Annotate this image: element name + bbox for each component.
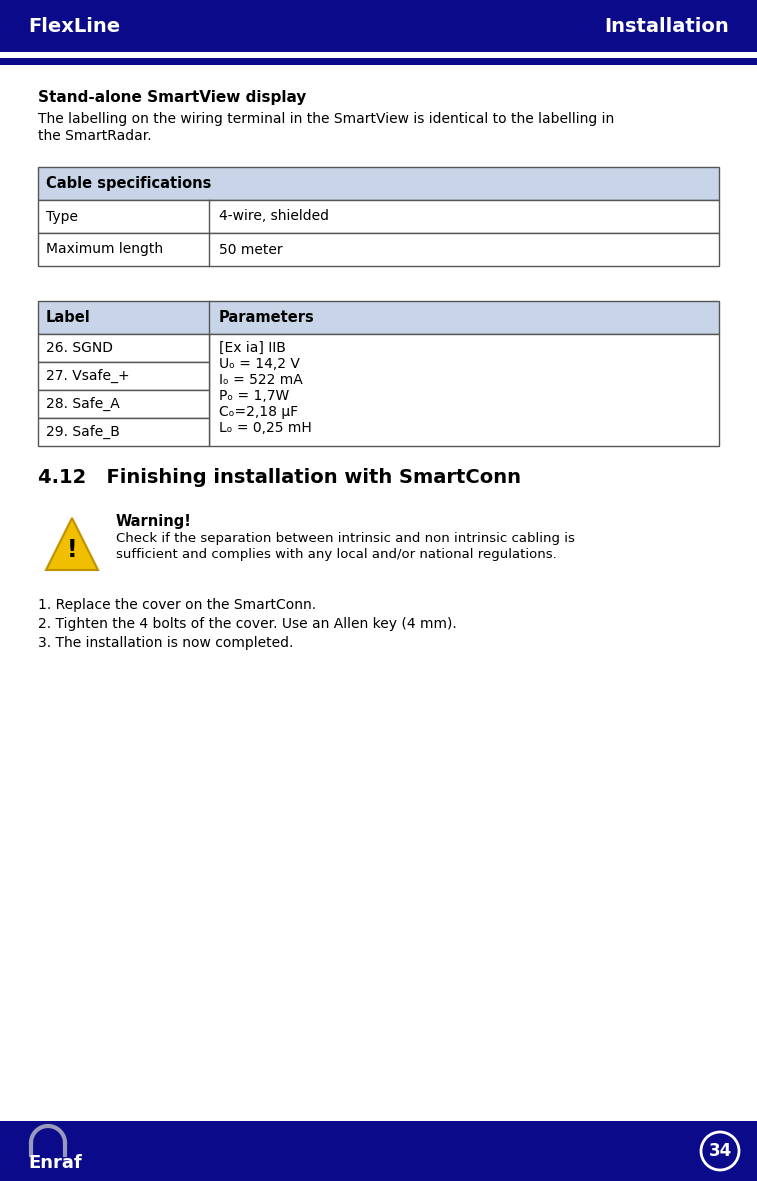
- Text: Cable specifications: Cable specifications: [46, 176, 211, 191]
- Text: Installation: Installation: [604, 17, 729, 35]
- Bar: [38, 390, 209, 418]
- Text: !: !: [67, 539, 77, 562]
- Text: the SmartRadar.: the SmartRadar.: [38, 129, 151, 143]
- Text: 26. SGND: 26. SGND: [46, 341, 113, 355]
- Text: Parameters: Parameters: [219, 309, 315, 325]
- Text: Uₒ = 14,2 V: Uₒ = 14,2 V: [219, 357, 300, 371]
- Bar: [38, 301, 719, 334]
- Text: Iₒ = 522 mA: Iₒ = 522 mA: [219, 373, 303, 387]
- Text: Warning!: Warning!: [116, 514, 192, 529]
- Text: Label: Label: [46, 309, 91, 325]
- Text: Pₒ = 1,7W: Pₒ = 1,7W: [219, 389, 289, 403]
- Text: Stand-alone SmartView display: Stand-alone SmartView display: [38, 90, 307, 105]
- Bar: [0, 0, 757, 52]
- Text: Type: Type: [46, 209, 78, 223]
- Text: 2. Tighten the 4 bolts of the cover. Use an Allen key (4 mm).: 2. Tighten the 4 bolts of the cover. Use…: [38, 616, 456, 631]
- Text: 4.12   Finishing installation with SmartConn: 4.12 Finishing installation with SmartCo…: [38, 468, 521, 487]
- Text: FlexLine: FlexLine: [28, 17, 120, 35]
- Bar: [38, 334, 209, 363]
- Text: Cₒ=2,18 µF: Cₒ=2,18 µF: [219, 405, 298, 419]
- Text: 28. Safe_A: 28. Safe_A: [46, 397, 120, 411]
- Text: The labelling on the wiring terminal in the SmartView is identical to the labell: The labelling on the wiring terminal in …: [38, 112, 614, 126]
- Bar: [0, 58, 757, 65]
- Text: sufficient and complies with any local and/or national regulations.: sufficient and complies with any local a…: [116, 548, 556, 561]
- Text: 27. Vsafe_+: 27. Vsafe_+: [46, 368, 129, 383]
- Bar: [38, 233, 719, 266]
- Text: 3. The installation is now completed.: 3. The installation is now completed.: [38, 637, 294, 650]
- Bar: [0, 1121, 757, 1181]
- Bar: [209, 334, 719, 446]
- Bar: [38, 363, 209, 390]
- Bar: [0, 52, 757, 58]
- Text: 50 meter: 50 meter: [219, 242, 282, 256]
- Text: 29. Safe_B: 29. Safe_B: [46, 425, 120, 439]
- Text: Maximum length: Maximum length: [46, 242, 163, 256]
- Text: 34: 34: [709, 1142, 731, 1160]
- Bar: [38, 418, 209, 446]
- Text: [Ex ia] IIB: [Ex ia] IIB: [219, 341, 286, 355]
- Text: Check if the separation between intrinsic and non intrinsic cabling is: Check if the separation between intrinsi…: [116, 531, 575, 544]
- Text: 1. Replace the cover on the SmartConn.: 1. Replace the cover on the SmartConn.: [38, 598, 316, 612]
- Text: Lₒ = 0,25 mH: Lₒ = 0,25 mH: [219, 420, 312, 435]
- Bar: [38, 167, 719, 200]
- Text: Enraf: Enraf: [28, 1154, 82, 1172]
- Polygon shape: [46, 518, 98, 570]
- Bar: [38, 200, 719, 233]
- Text: 4-wire, shielded: 4-wire, shielded: [219, 209, 329, 223]
